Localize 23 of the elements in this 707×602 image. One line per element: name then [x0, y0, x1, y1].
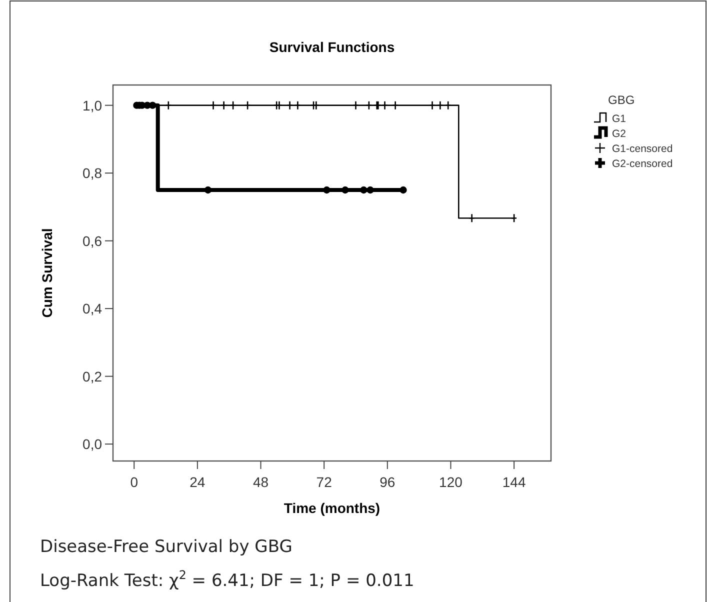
legend-label: G1 [612, 113, 626, 125]
legend-label: G2-censored [612, 158, 673, 170]
y-tick-label: 0,2 [82, 368, 102, 384]
y-tick-label: 0,6 [82, 232, 102, 249]
legend-title: GBG [608, 93, 635, 107]
y-tick-label: 1,0 [82, 97, 102, 114]
x-tick-label: 0 [130, 474, 138, 490]
x-tick-label: 72 [316, 474, 332, 490]
x-axis-title: Time (months) [284, 500, 380, 516]
legend-label: G1-censored [612, 143, 673, 155]
y-tick-label: 0,4 [82, 300, 102, 317]
text: Disease-Free Survival by GBG [40, 537, 292, 557]
x-tick-label: 144 [502, 474, 526, 490]
x-tick-label: 96 [380, 474, 396, 490]
text: Log-Rank Test: χ$^{2}$ = 6.41; DF = 1; P = 0.011 [40, 568, 414, 591]
x-tick-label: 24 [190, 474, 206, 490]
chart-title: Survival Functions [269, 39, 395, 55]
y-tick-label: 0,8 [82, 165, 102, 182]
y-tick-label: 0,0 [82, 436, 102, 452]
x-tick-label: 48 [252, 474, 269, 490]
x-tick-label: 120 [439, 474, 463, 490]
legend-label: G2 [612, 128, 626, 140]
y-axis-title: Cum Survival [39, 228, 55, 318]
